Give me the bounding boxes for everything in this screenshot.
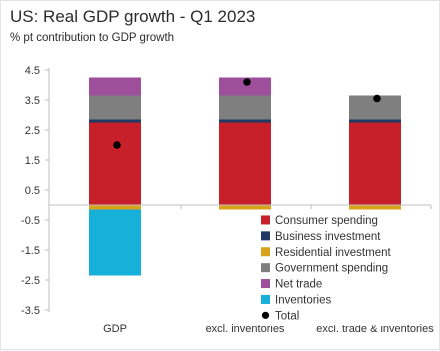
y-tick-label: 3.5 xyxy=(25,95,40,107)
bar-residential-investment xyxy=(349,205,401,210)
bar-residential-investment xyxy=(89,205,141,210)
legend-label-consumer-spending: Consumer spending xyxy=(275,215,378,227)
legend-swatch-inventories xyxy=(261,294,270,304)
total-marker xyxy=(113,141,121,149)
legend-label-inventories: Inventories xyxy=(275,294,332,306)
y-tick-label: -2.5 xyxy=(21,275,40,287)
bar-consumer-spending xyxy=(89,122,141,205)
bar-business-investment xyxy=(89,119,141,123)
y-tick-label: 0.5 xyxy=(25,185,40,197)
bar-residential-investment xyxy=(219,205,271,210)
legend-label-net-trade: Net trade xyxy=(275,279,322,291)
y-tick-label: 2.5 xyxy=(25,125,40,137)
legend-swatch-total xyxy=(261,311,270,319)
bar-consumer-spending xyxy=(219,122,271,205)
chart-subtitle: % pt contribution to GDP growth xyxy=(10,32,175,44)
y-tick-label: -1.5 xyxy=(21,245,40,257)
bar-net-trade xyxy=(89,77,141,96)
legend-label-total: Total xyxy=(275,310,299,322)
total-marker xyxy=(243,78,251,86)
y-tick-label: -0.5 xyxy=(21,215,40,227)
bar-government-spending xyxy=(89,95,141,120)
legend-swatch-business-investment xyxy=(261,231,270,241)
y-tick-label: -3.5 xyxy=(21,305,40,317)
total-marker xyxy=(373,94,381,103)
legend-label-government-spending: Government spending xyxy=(275,263,388,275)
y-tick-label: 4.5 xyxy=(25,65,40,77)
bar-business-investment xyxy=(349,119,401,123)
legend-swatch-residential-investment xyxy=(261,247,270,257)
bar-inventories xyxy=(89,209,141,276)
bar-net-trade xyxy=(219,77,271,96)
chart-title: US: Real GDP growth - Q1 2023 xyxy=(10,7,256,26)
bar-government-spending xyxy=(219,95,271,120)
bar-consumer-spending xyxy=(349,122,401,205)
legend-background xyxy=(256,210,388,326)
legend-label-business-investment: Business investment xyxy=(275,231,381,243)
legend-swatch-net-trade xyxy=(261,279,270,289)
legend-swatch-government-spending xyxy=(261,263,270,273)
legend-swatch-consumer-spending xyxy=(261,215,270,225)
category-label: excl. inventories xyxy=(206,323,285,335)
category-label: excl. trade & inventories xyxy=(316,323,434,335)
category-label: GDP xyxy=(103,323,127,335)
bar-business-investment xyxy=(219,119,271,123)
legend-label-residential-investment: Residential investment xyxy=(275,247,392,259)
y-tick-label: 1.5 xyxy=(25,155,40,167)
